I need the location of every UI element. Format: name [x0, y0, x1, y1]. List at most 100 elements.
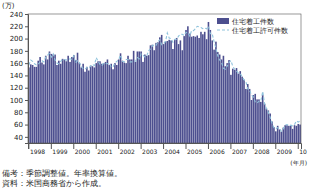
bar: [271, 122, 273, 144]
bar: [32, 65, 34, 143]
tick-label: 2002: [120, 148, 135, 155]
bar: [211, 40, 213, 143]
tick: 60: [14, 121, 28, 129]
tick-label: 2007: [232, 148, 247, 155]
bar: [82, 64, 84, 143]
bar: [69, 62, 71, 143]
bar: [62, 59, 64, 143]
bar: [245, 89, 247, 143]
bar: [243, 80, 245, 143]
note: 資料：米国商務省から作成。: [2, 179, 106, 188]
bar: [75, 60, 77, 143]
bar: [292, 129, 294, 143]
legend-item: 住宅着工許可件数: [217, 27, 288, 35]
bar: [234, 70, 236, 143]
tick: 2006: [208, 143, 224, 155]
bar: [165, 42, 167, 143]
bar: [200, 32, 202, 143]
bar: [275, 131, 277, 143]
tick-label: 240: [10, 11, 23, 19]
bar: [213, 50, 215, 143]
bar: [73, 55, 75, 143]
tick-label: 2003: [142, 148, 157, 155]
bar: [219, 55, 221, 143]
bar: [116, 65, 118, 143]
bar: [167, 41, 169, 143]
bar: [34, 67, 36, 143]
tick: 240: [10, 11, 28, 19]
bar: [253, 95, 255, 143]
y-axis-title: (万): [2, 2, 15, 10]
bar: [193, 36, 195, 143]
bar: [138, 51, 140, 143]
bar: [120, 53, 122, 143]
bar: [183, 36, 185, 143]
tick-label: 2000: [75, 148, 90, 155]
bar: [286, 125, 288, 143]
bar: [247, 84, 249, 143]
tick: 160: [10, 60, 28, 68]
bar: [90, 66, 92, 143]
bar: [290, 126, 292, 143]
bar: [239, 71, 241, 143]
y-axis: 406080100120140160180200220240: [10, 11, 29, 144]
bar: [196, 36, 198, 144]
bar: [77, 53, 79, 143]
bar: [140, 51, 142, 143]
tick-label: 1998: [30, 148, 45, 155]
tick-mark: [25, 26, 28, 27]
tick-label: 2004: [165, 148, 180, 155]
tick: 10: [298, 143, 307, 155]
bar: [109, 65, 111, 143]
bar: [101, 64, 103, 143]
bar: [107, 59, 109, 143]
tick-mark: [25, 88, 28, 89]
bar: [131, 59, 133, 143]
bar: [127, 56, 129, 143]
bar: [95, 63, 97, 143]
tick-label: 2006: [209, 148, 224, 155]
bar: [288, 126, 290, 143]
bar: [191, 37, 193, 143]
bar: [176, 38, 178, 143]
tick-mark: [25, 75, 28, 76]
bar: [67, 56, 69, 143]
tick: 200: [10, 35, 28, 43]
bar: [152, 45, 154, 143]
bar: [282, 128, 284, 143]
bar: [49, 51, 51, 143]
bar: [262, 95, 264, 143]
bar: [281, 132, 283, 143]
bar: [221, 59, 223, 143]
bar: [80, 67, 82, 143]
bar: [228, 60, 230, 143]
tick-mark: [25, 100, 28, 101]
bar: [294, 125, 296, 143]
tick-mark: [25, 112, 28, 113]
bar: [79, 63, 81, 143]
bar: [99, 61, 101, 143]
tick: 2002: [119, 143, 135, 155]
bar: [58, 61, 60, 143]
bar: [142, 62, 144, 143]
bar: [230, 75, 232, 143]
tick: 120: [10, 84, 28, 92]
tick: 140: [10, 72, 28, 80]
tick-label: 2008: [254, 148, 269, 155]
bar: [47, 59, 49, 143]
line-series: [29, 26, 300, 131]
bar: [37, 61, 39, 143]
tick: 100: [10, 97, 28, 105]
bar: [54, 55, 56, 143]
bar: [299, 125, 301, 143]
bar: [97, 61, 99, 143]
bar: [66, 61, 68, 143]
tick-label: 220: [10, 23, 23, 31]
bar: [180, 40, 182, 143]
bar: [206, 39, 208, 143]
bar: [279, 129, 281, 143]
tick-mark: [25, 51, 28, 52]
tick: 2005: [186, 143, 202, 155]
bar: [187, 26, 189, 143]
bar: [268, 110, 270, 143]
